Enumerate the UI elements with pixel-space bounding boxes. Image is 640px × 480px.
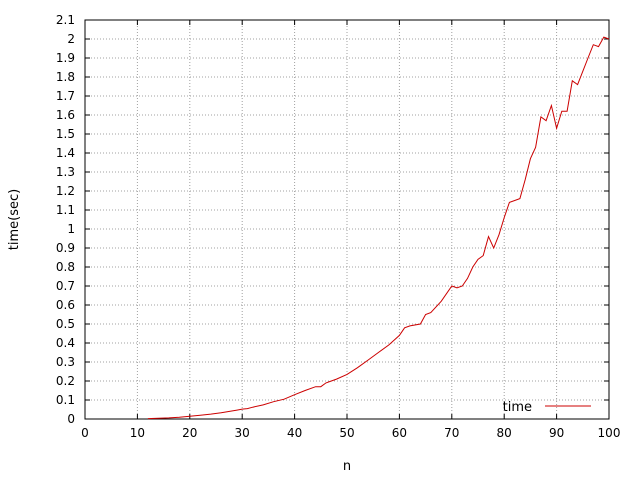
- x-tick-label: 60: [392, 426, 407, 440]
- y-tick-label: 1.9: [56, 51, 75, 65]
- grid-lines: [85, 20, 609, 419]
- x-tick-label: 10: [130, 426, 145, 440]
- x-tick-label: 40: [287, 426, 302, 440]
- x-axis-label: n: [343, 459, 351, 474]
- y-tick-label: 0.4: [56, 336, 75, 350]
- x-tick-label: 50: [339, 426, 354, 440]
- x-tick-label: 100: [598, 426, 621, 440]
- y-tick-label: 1.8: [56, 70, 75, 84]
- y-tick-label: 0.8: [56, 260, 75, 274]
- y-tick-label: 1.5: [56, 127, 75, 141]
- x-tick-label: 20: [182, 426, 197, 440]
- y-tick-label: 2.1: [56, 13, 75, 27]
- tick-labels: 0 10 20 30 40 50 60 70 80 90 100 0 0.1 0.2 0.3 0.4 0.5 0.…: [56, 13, 621, 440]
- y-tick-label: 0.9: [56, 241, 75, 255]
- y-tick-label: 1.3: [56, 165, 75, 179]
- axis-ticks: [84, 19, 610, 420]
- y-axis-label: time(sec): [7, 189, 22, 250]
- y-tick-label: 1.2: [56, 184, 75, 198]
- y-tick-label: 1.7: [56, 89, 75, 103]
- x-tick-label: 90: [549, 426, 564, 440]
- legend: time: [503, 400, 591, 415]
- series-line-time: [147, 36, 610, 420]
- x-tick-label: 30: [235, 426, 250, 440]
- y-tick-label: 0.3: [56, 355, 75, 369]
- y-tick-label: 0: [67, 412, 75, 426]
- legend-label: time: [503, 400, 532, 415]
- y-tick-label: 2: [67, 32, 75, 46]
- y-tick-label: 1.6: [56, 108, 75, 122]
- y-tick-label: 0.1: [56, 393, 75, 407]
- y-tick-label: 1.1: [56, 203, 75, 217]
- x-tick-label: 70: [444, 426, 459, 440]
- y-tick-label: 1.4: [56, 146, 75, 160]
- y-tick-label: 0.5: [56, 317, 75, 331]
- y-tick-label: 0.2: [56, 374, 75, 388]
- y-tick-label: 0.6: [56, 298, 75, 312]
- y-tick-label: 0.7: [56, 279, 75, 293]
- y-tick-label: 1: [67, 222, 75, 236]
- x-tick-label: 80: [497, 426, 512, 440]
- x-tick-label: 0: [81, 426, 89, 440]
